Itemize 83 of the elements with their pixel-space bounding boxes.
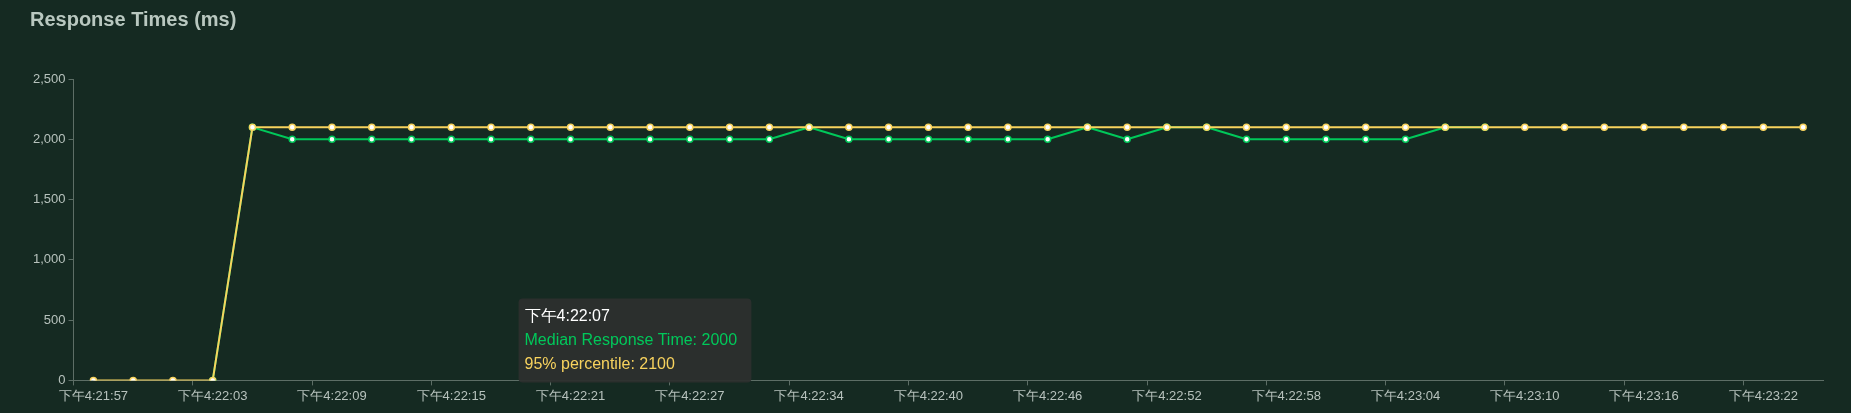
x-tick-label: 下午4:23:10	[1490, 387, 1560, 403]
point	[845, 123, 853, 131]
y-tick-label: 2,500	[32, 70, 66, 86]
point	[487, 135, 495, 144]
point	[606, 135, 615, 144]
point	[1004, 123, 1012, 131]
x-tick-label: 下午4:22:52	[1132, 387, 1202, 403]
point	[1123, 123, 1131, 131]
point	[884, 135, 893, 144]
point	[527, 123, 535, 131]
point	[288, 123, 296, 131]
point	[487, 123, 495, 131]
point	[1401, 123, 1410, 131]
point	[606, 123, 615, 131]
point	[1799, 123, 1807, 131]
x-tick-label: 下午4:22:09	[297, 387, 367, 403]
x-tick-label: 下午4:22:34	[774, 387, 844, 403]
point	[447, 123, 456, 131]
point	[686, 135, 694, 144]
point	[1759, 123, 1768, 131]
point	[1004, 135, 1012, 144]
point	[566, 135, 575, 144]
y-tick-label: 0	[58, 371, 66, 387]
y-tick-label: 2,000	[32, 130, 66, 146]
point	[328, 135, 336, 144]
point	[1560, 123, 1569, 131]
point	[367, 123, 376, 131]
point	[646, 135, 654, 144]
y-tick-label: 1,000	[32, 251, 66, 267]
point	[686, 123, 694, 131]
point	[1322, 123, 1330, 131]
point	[288, 135, 296, 144]
point	[1401, 135, 1410, 144]
x-tick-label: 下午4:22:27	[655, 387, 725, 403]
x-tick-label: 下午4:22:46	[1012, 387, 1083, 403]
point	[527, 135, 535, 144]
x-tick-label: 下午4:22:15	[416, 387, 486, 403]
y-tick-label: 500	[43, 311, 66, 327]
point	[1362, 135, 1370, 144]
annotation: Median Response Time: 2000	[524, 330, 738, 348]
point	[1242, 135, 1251, 144]
point	[924, 135, 933, 144]
point	[1600, 123, 1609, 131]
x-tick-label: 下午4:22:58	[1251, 387, 1321, 403]
point	[447, 135, 456, 144]
point	[1521, 123, 1529, 131]
x-tick-label: 下午4:21:57	[58, 387, 129, 403]
annotation: 95% percentile: 2100	[524, 354, 675, 372]
point	[1282, 135, 1290, 144]
point	[407, 123, 416, 131]
point	[328, 123, 336, 131]
point	[884, 123, 893, 131]
point	[367, 135, 376, 144]
point	[765, 135, 774, 144]
point	[566, 123, 575, 131]
point	[1242, 123, 1251, 131]
point	[1043, 135, 1052, 144]
point	[407, 135, 416, 144]
chart-title: Response Times (ms)	[30, 7, 237, 30]
y-tick-label: 1,500	[32, 191, 66, 207]
x-tick-label: 下午4:23:04	[1370, 387, 1441, 403]
point	[1640, 123, 1648, 131]
point	[1362, 123, 1370, 131]
point	[1322, 135, 1330, 144]
x-tick-label: 下午4:22:21	[535, 387, 606, 403]
point	[725, 135, 734, 144]
point	[924, 123, 933, 131]
point	[1043, 123, 1052, 131]
point	[964, 123, 972, 131]
x-tick-label: 下午4:23:16	[1609, 387, 1679, 403]
annotation: 下午4:22:07	[524, 306, 611, 324]
x-tick-label: 下午4:23:22	[1728, 387, 1799, 403]
point	[845, 135, 853, 144]
point	[725, 123, 734, 131]
point	[646, 123, 654, 131]
point	[1719, 123, 1728, 131]
point	[1123, 135, 1131, 144]
point	[1282, 123, 1290, 131]
point	[1680, 123, 1688, 131]
x-tick-label: 下午4:22:40	[893, 387, 964, 403]
x-tick-label: 下午4:22:03	[178, 387, 248, 403]
point	[964, 135, 972, 144]
point	[765, 123, 774, 131]
